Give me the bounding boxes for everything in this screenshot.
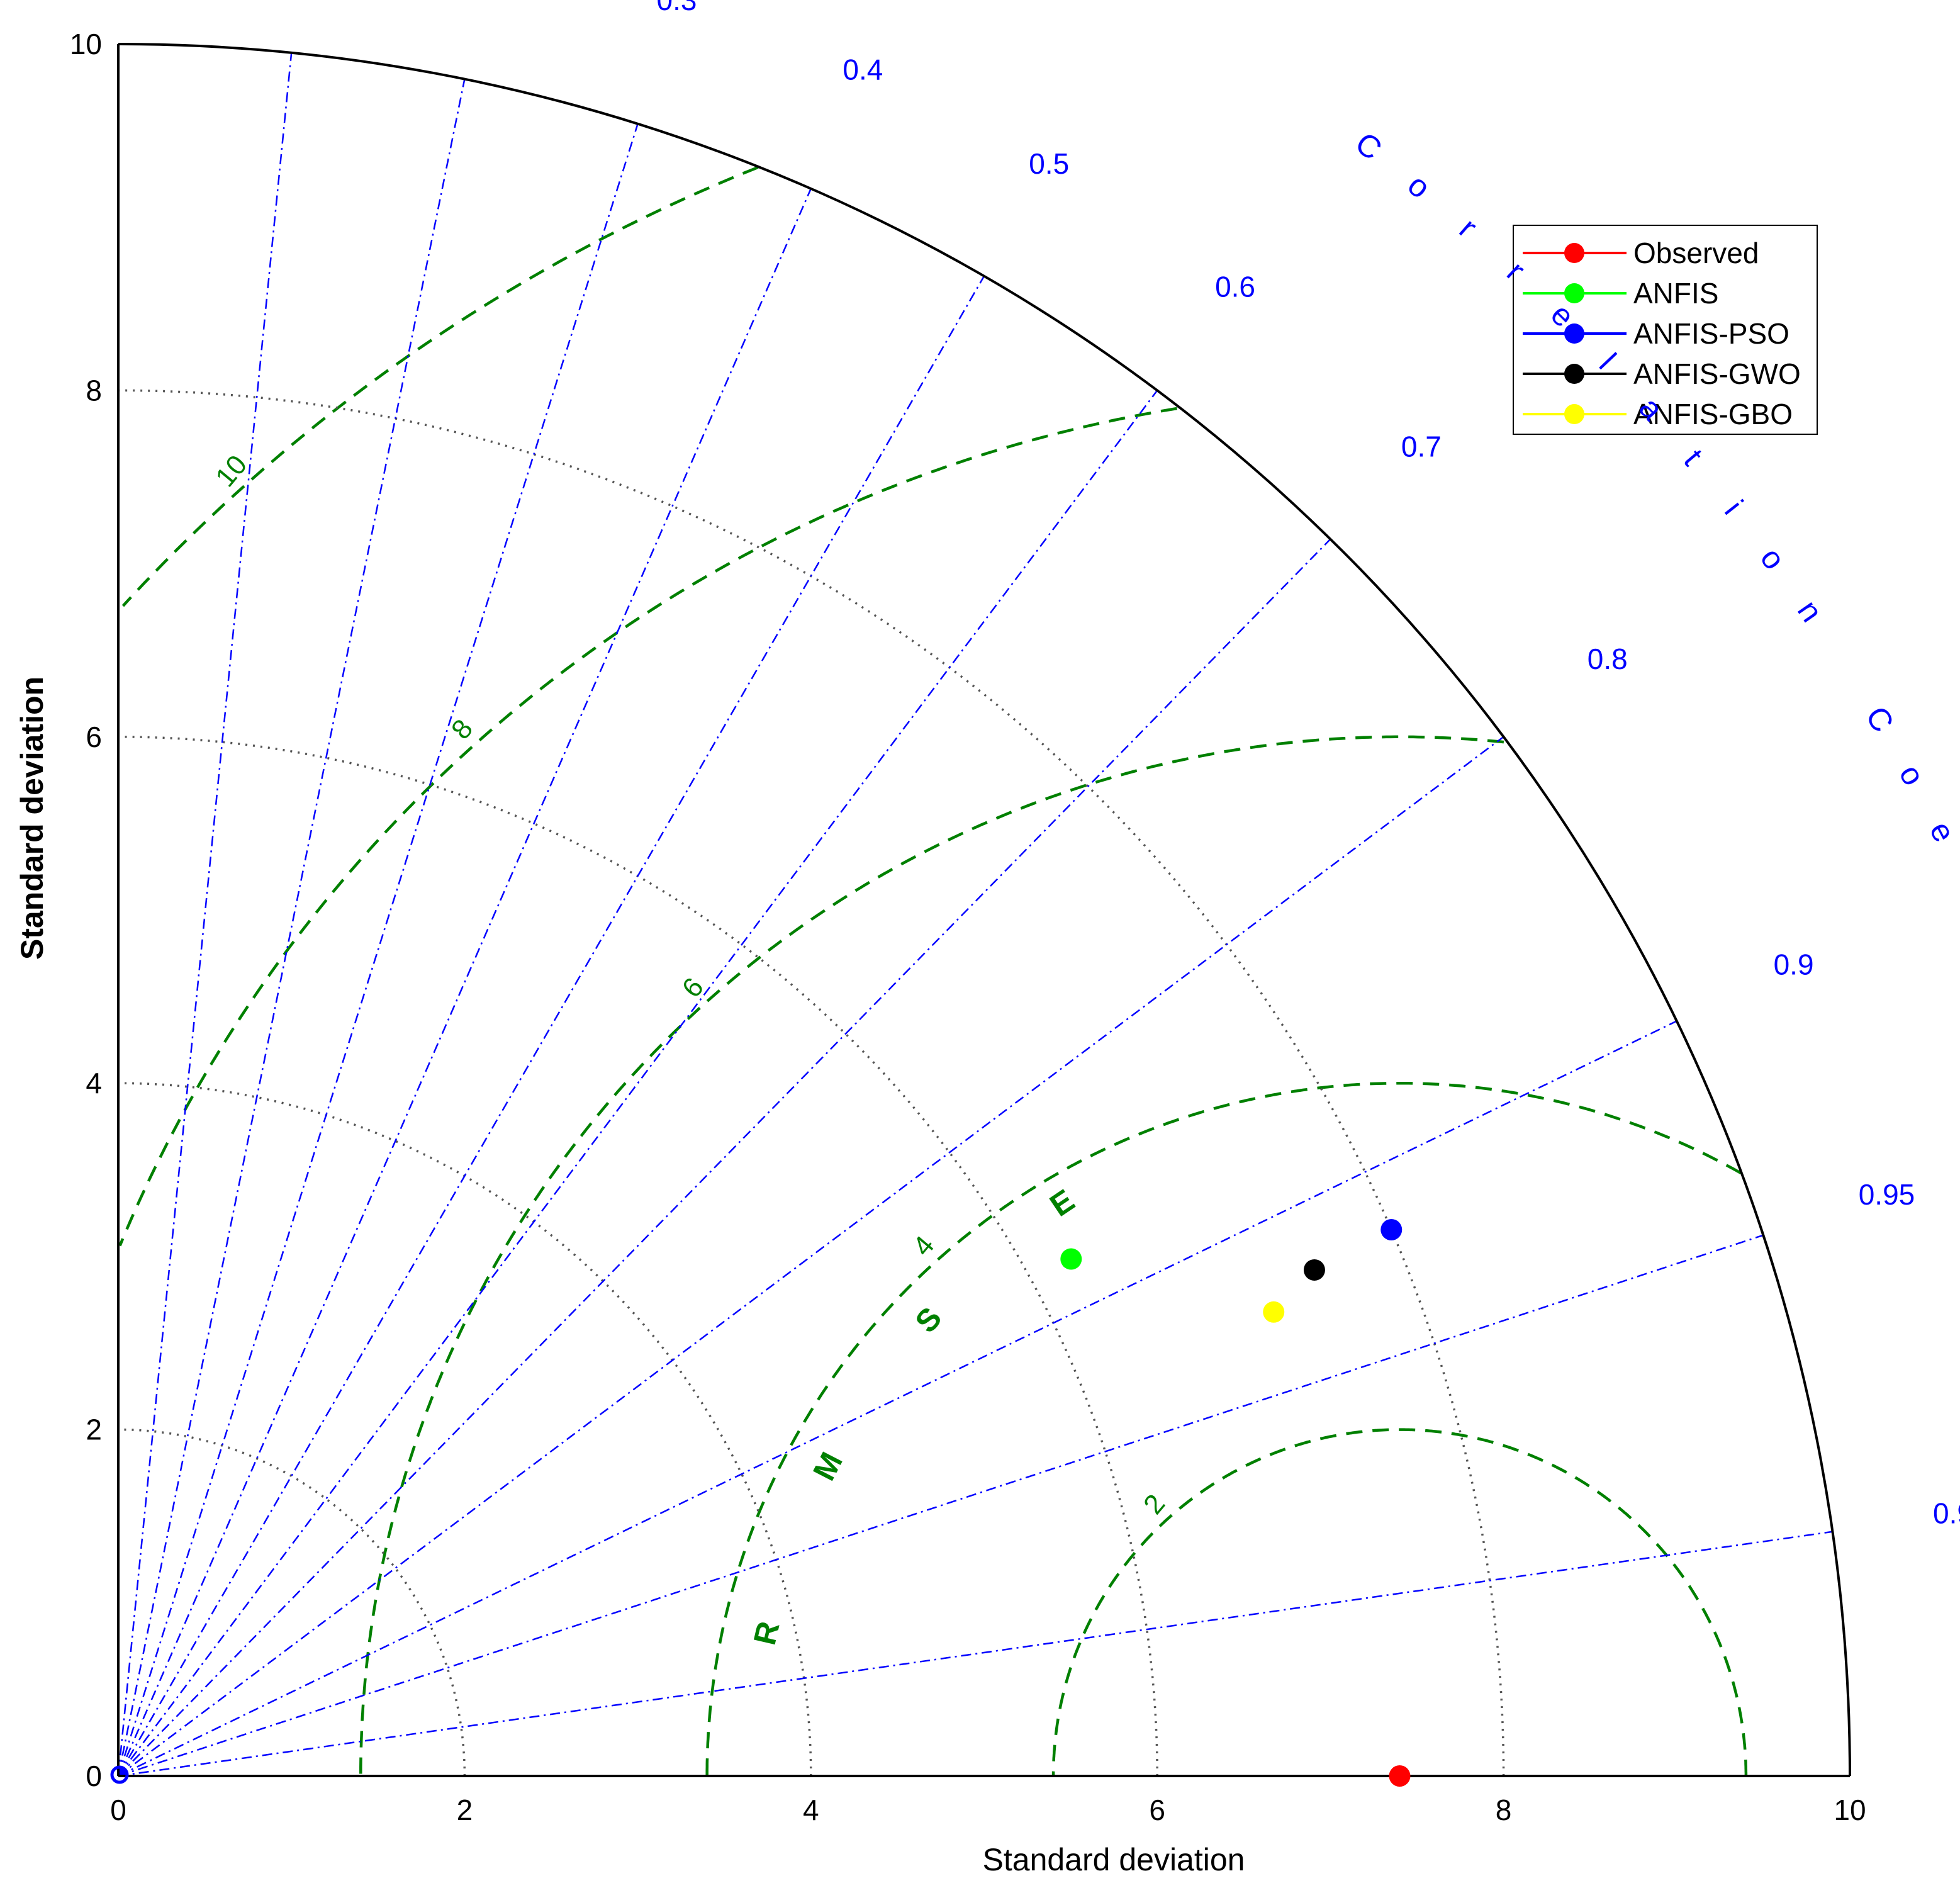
rmse-title: R M S E	[747, 1183, 1081, 1648]
y-tick-6: 6	[86, 721, 102, 753]
rmse-label-2: 2	[1138, 1488, 1171, 1520]
legend-label-anfis-pso: ANFIS-PSO	[1633, 317, 1789, 350]
corr-label-0.3: 0.3	[657, 0, 697, 16]
arc-title-char-10: n	[1791, 594, 1830, 629]
y-tick-0: 0	[86, 1760, 102, 1792]
corr-label-0.9: 0.9	[1774, 948, 1814, 981]
std-dev-arcs	[118, 389, 1505, 1777]
plot-frame	[110, 43, 1851, 1784]
point-anfis-pso	[1380, 1219, 1403, 1241]
x-axis-title: Standard deviation	[983, 1842, 1245, 1877]
legend-marker-anfis	[1564, 283, 1584, 303]
legend-marker-anfis-gwo	[1564, 364, 1584, 384]
corr-line-0.1	[117, 52, 293, 1777]
point-anfis-gwo	[1303, 1259, 1325, 1281]
corr-line-0.5	[117, 276, 985, 1777]
corr-label-0.6: 0.6	[1215, 270, 1255, 303]
outer-arc	[118, 43, 1851, 1777]
rmse-title-char-1: M	[806, 1447, 849, 1486]
legend-label-observed: Observed	[1633, 237, 1759, 269]
arc-title-char-0: C	[1349, 125, 1389, 167]
std-arc-6	[118, 736, 1158, 1777]
arc-title-char-7: t	[1677, 442, 1710, 472]
tick-labels: 0.10.20.30.40.50.60.70.80.90.950.9900224…	[70, 0, 1960, 1826]
x-tick-4: 4	[803, 1794, 819, 1826]
correlation-lines	[117, 52, 1833, 1777]
rmse-contour-8	[118, 407, 1177, 1247]
arc-title-char-15: f	[1953, 878, 1960, 901]
std-arc-2	[118, 1428, 466, 1777]
origin-marker	[110, 1765, 129, 1784]
corr-label-0.95: 0.95	[1859, 1178, 1915, 1211]
corr-label-0.7: 0.7	[1401, 430, 1442, 463]
point-anfis	[1060, 1248, 1082, 1270]
x-tick-10: 10	[1834, 1794, 1866, 1826]
corr-line-0.99	[118, 1531, 1833, 1777]
y-axis-title: Standard deviation	[14, 677, 50, 960]
y-tick-8: 8	[86, 374, 102, 407]
rmse-title-char-0: R	[747, 1618, 787, 1648]
legend: Observed ANFIS ANFIS-PSO ANFIS-GWO ANFIS-GBO	[1513, 225, 1818, 435]
corr-label-0.4: 0.4	[843, 53, 883, 86]
arc-title-char-12: C	[1859, 700, 1901, 738]
arc-title-char-8: i	[1718, 493, 1750, 520]
corr-line-0.8	[118, 736, 1504, 1777]
legend-label-anfis-gbo: ANFIS-GBO	[1633, 398, 1793, 430]
legend-marker-observed	[1564, 243, 1584, 263]
corr-line-0.9	[118, 1020, 1677, 1777]
corr-line-0.6	[117, 390, 1158, 1777]
rmse-contour-2	[1051, 1428, 1748, 1776]
arc-title-char-14: e	[1923, 816, 1960, 847]
data-points	[1060, 1219, 1411, 1787]
corr-label-0.5: 0.5	[1029, 147, 1069, 180]
legend-marker-anfis-gbo	[1564, 404, 1584, 424]
rmse-title-char-2: S	[908, 1300, 948, 1339]
arc-title-char-13: o	[1892, 759, 1931, 792]
y-tick-10: 10	[70, 28, 102, 60]
arc-title-char-1: o	[1401, 167, 1437, 205]
corr-label-0.99: 0.99	[1933, 1497, 1960, 1530]
corr-line-0.4	[117, 188, 812, 1777]
x-tick-6: 6	[1149, 1794, 1165, 1826]
std-arc-8	[118, 389, 1505, 1777]
y-tick-2: 2	[86, 1413, 102, 1446]
rmse-label-10: 10	[210, 449, 253, 493]
rmse-label-6: 6	[676, 972, 710, 1003]
x-tick-2: 2	[457, 1794, 473, 1826]
x-tick-0: 0	[110, 1794, 126, 1826]
arc-title-char-2: r	[1453, 211, 1484, 244]
rmse-label-4: 4	[907, 1230, 940, 1262]
rmse-contour-10	[121, 166, 759, 607]
corr-label-0.8: 0.8	[1588, 643, 1628, 675]
std-arc-4	[118, 1082, 812, 1777]
corr-line-0.95	[118, 1234, 1764, 1777]
corr-line-0.2	[117, 79, 466, 1777]
rmse-contour-4	[705, 1081, 1742, 1776]
rmse-title-char-3: E	[1044, 1183, 1081, 1223]
point-anfis-gbo	[1263, 1301, 1285, 1323]
legend-marker-anfis-pso	[1564, 323, 1584, 344]
x-tick-8: 8	[1496, 1794, 1512, 1826]
legend-label-anfis-gwo: ANFIS-GWO	[1633, 357, 1801, 390]
corr-line-0.3	[117, 123, 639, 1777]
y-tick-4: 4	[86, 1067, 102, 1099]
point-observed	[1389, 1765, 1411, 1787]
legend-label-anfis: ANFIS	[1633, 277, 1718, 310]
legend-box	[1513, 225, 1818, 435]
arc-title-char-9: o	[1754, 541, 1793, 576]
